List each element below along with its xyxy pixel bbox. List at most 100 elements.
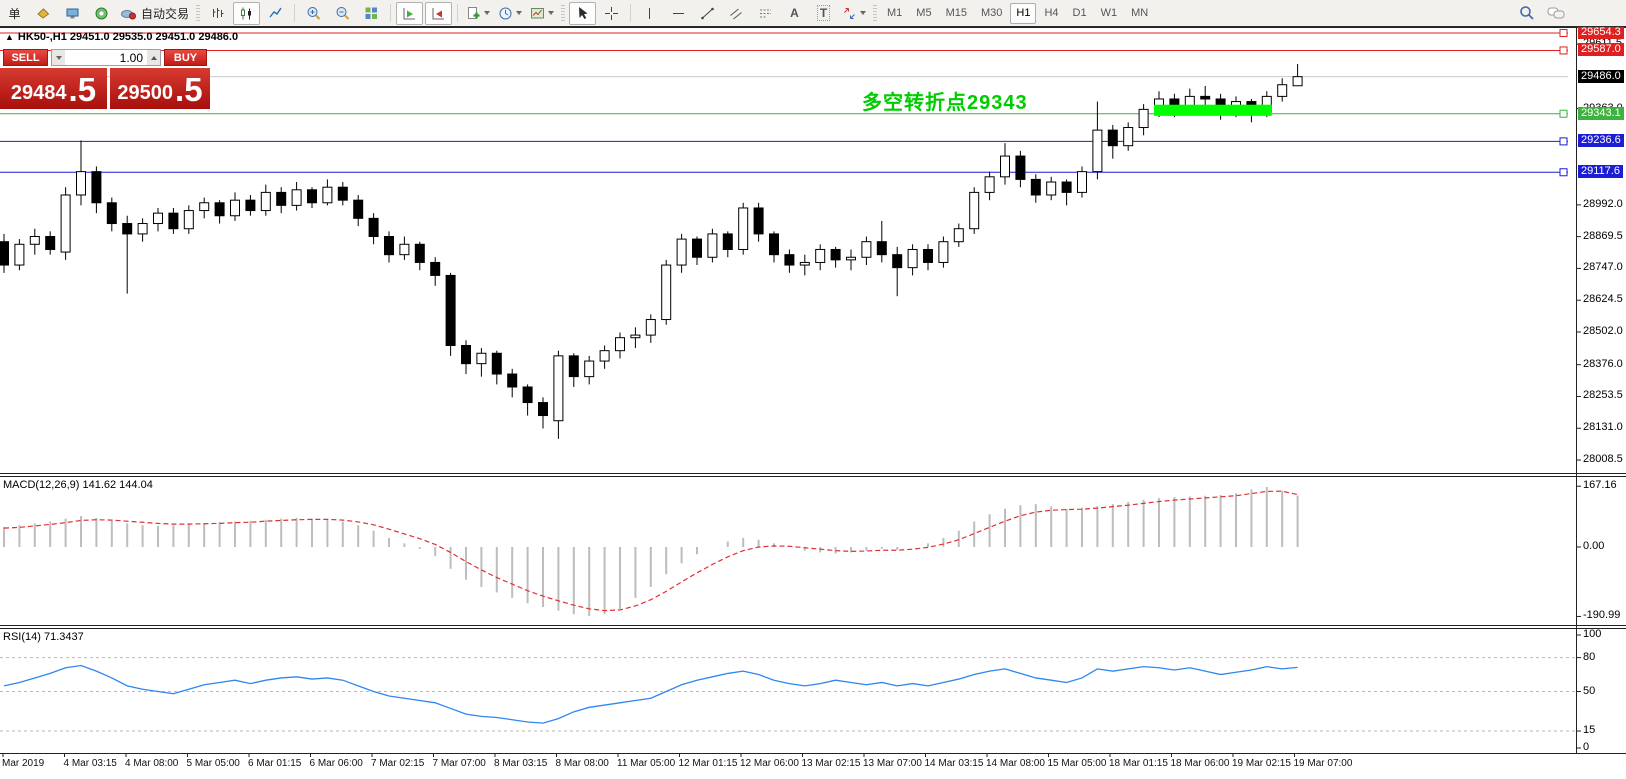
candle-body: [923, 248, 933, 263]
text-label-tool-icon: T: [816, 5, 831, 21]
text-label-button[interactable]: T: [810, 2, 837, 25]
toolbar-separator: [390, 4, 392, 22]
collapse-triangle-icon[interactable]: ▲: [5, 32, 14, 42]
candle-body: [1000, 155, 1010, 178]
candle-body: [1030, 178, 1041, 196]
sell-button[interactable]: SELL: [3, 49, 48, 66]
toolbar: 单 自动交易 A T M1 M5 M15 M30 H1 H4 D1 W1 MN: [0, 0, 1626, 27]
equidistant-channel-icon: [729, 6, 744, 21]
toolbar-grip[interactable]: [196, 5, 201, 21]
price-level-marker: [1559, 168, 1568, 177]
candle-body: [1123, 127, 1134, 147]
timeframe-button-h1[interactable]: H1: [1010, 2, 1037, 24]
candle-body: [861, 241, 872, 258]
search-button[interactable]: [1513, 2, 1540, 25]
toolbar-grip[interactable]: [873, 5, 878, 21]
candle-body: [230, 199, 240, 217]
candle-body: [846, 256, 856, 261]
timeframe-button-w1[interactable]: W1: [1100, 7, 1118, 19]
tile-windows-button[interactable]: [358, 2, 385, 25]
candlestick-chart-button[interactable]: [233, 1, 261, 25]
candle-body: [214, 202, 225, 217]
candle-body: [907, 248, 918, 269]
bar-chart-button[interactable]: [204, 2, 231, 25]
fibonacci-button[interactable]: [752, 2, 779, 25]
timeframe-button-h4[interactable]: H4: [1044, 7, 1059, 19]
auto-scroll-icon: [402, 6, 417, 21]
profile-button[interactable]: [30, 2, 57, 25]
candle-body: [753, 207, 764, 235]
crosshair-button[interactable]: [598, 2, 625, 25]
candle-body: [122, 223, 133, 235]
toolbar-grip[interactable]: [561, 5, 566, 21]
candlestick-chart-icon: [239, 6, 254, 21]
volume-decrease-button[interactable]: [52, 50, 65, 65]
buy-button[interactable]: BUY: [164, 49, 207, 66]
candle-body: [384, 236, 394, 256]
candle-body: [507, 373, 518, 388]
templates-button[interactable]: [527, 2, 557, 25]
chat-button[interactable]: [1542, 2, 1569, 25]
candle-body: [799, 261, 810, 266]
equidistant-channel-button[interactable]: [723, 2, 750, 25]
horizontal-line-button[interactable]: [665, 2, 692, 25]
auto-scroll-button[interactable]: [396, 1, 424, 25]
candle-body: [630, 334, 641, 339]
new-order-partial-label: 单: [8, 6, 21, 21]
chart-title: ▲ HK50-,H1 29451.0 29535.0 29451.0 29486.…: [5, 31, 238, 43]
candle-body: [14, 243, 25, 266]
candle-body: [522, 386, 533, 404]
indicators-button[interactable]: [463, 2, 493, 25]
support-zone-highlight: [1154, 104, 1272, 116]
timeframe-button-m15[interactable]: M15: [945, 7, 967, 19]
macd-signal-line: [3, 490, 1298, 612]
sell-price-main: 29484: [10, 82, 67, 104]
chart-shift-button[interactable]: [425, 1, 453, 25]
candle-body: [599, 350, 610, 362]
buy-price-display[interactable]: 29500.5: [110, 68, 210, 109]
candle-body: [353, 199, 364, 219]
autotrading-button[interactable]: 自动交易: [117, 2, 192, 25]
timeframe-button-m1[interactable]: M1: [887, 7, 903, 19]
periods-dropdown-caret: [516, 11, 523, 15]
candle-body: [1077, 171, 1087, 193]
trendline-button[interactable]: [694, 2, 721, 25]
timeframe-button-mn[interactable]: MN: [1131, 7, 1149, 19]
indicators-dropdown-caret: [484, 11, 491, 15]
candle-body: [1292, 76, 1303, 87]
timeframe-button-m5[interactable]: M5: [916, 7, 932, 19]
sell-price-display[interactable]: 29484.5: [0, 68, 107, 109]
navigator-button[interactable]: [88, 2, 115, 25]
candle-body: [568, 355, 579, 378]
timeframe-button-d1[interactable]: D1: [1072, 7, 1087, 19]
candle-body: [738, 207, 749, 250]
text-tool-icon: A: [790, 6, 799, 20]
horizontal-line-icon: [671, 6, 686, 21]
arrows-icon: [842, 6, 857, 21]
timeframe-button-m30[interactable]: M30: [980, 7, 1003, 19]
new-order-button[interactable]: 单: [1, 2, 28, 25]
cursor-button[interactable]: [569, 1, 597, 25]
volume-input[interactable]: 1.00: [119, 50, 143, 65]
candle-body: [815, 248, 826, 263]
line-chart-button[interactable]: [262, 2, 289, 25]
arrows-button[interactable]: [839, 2, 869, 25]
vertical-line-button[interactable]: [636, 2, 663, 25]
vertical-line-icon: [642, 6, 657, 21]
volume-increase-button[interactable]: [147, 50, 160, 65]
zoom-in-icon: [306, 6, 322, 21]
caret-up-icon: [150, 55, 157, 60]
zoom-out-button[interactable]: [329, 2, 356, 25]
text-button[interactable]: A: [781, 2, 808, 25]
candle-body: [722, 233, 733, 250]
periods-button[interactable]: [495, 2, 525, 25]
caret-down-icon: [55, 55, 62, 60]
candle-body: [538, 402, 548, 417]
candle-body: [368, 217, 379, 238]
zoom-in-button[interactable]: [300, 2, 327, 25]
market-watch-button[interactable]: [59, 2, 86, 25]
candle-body: [1015, 155, 1026, 180]
candle-body: [1046, 181, 1057, 196]
candle-body: [953, 228, 964, 243]
